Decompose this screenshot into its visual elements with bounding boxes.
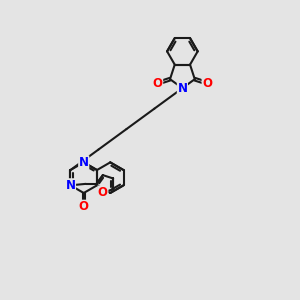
Text: N: N [177,82,188,95]
Text: O: O [79,200,89,213]
Text: N: N [79,156,89,169]
Text: O: O [202,77,212,90]
Text: N: N [65,179,76,192]
Text: O: O [98,186,108,199]
Text: O: O [153,77,163,90]
